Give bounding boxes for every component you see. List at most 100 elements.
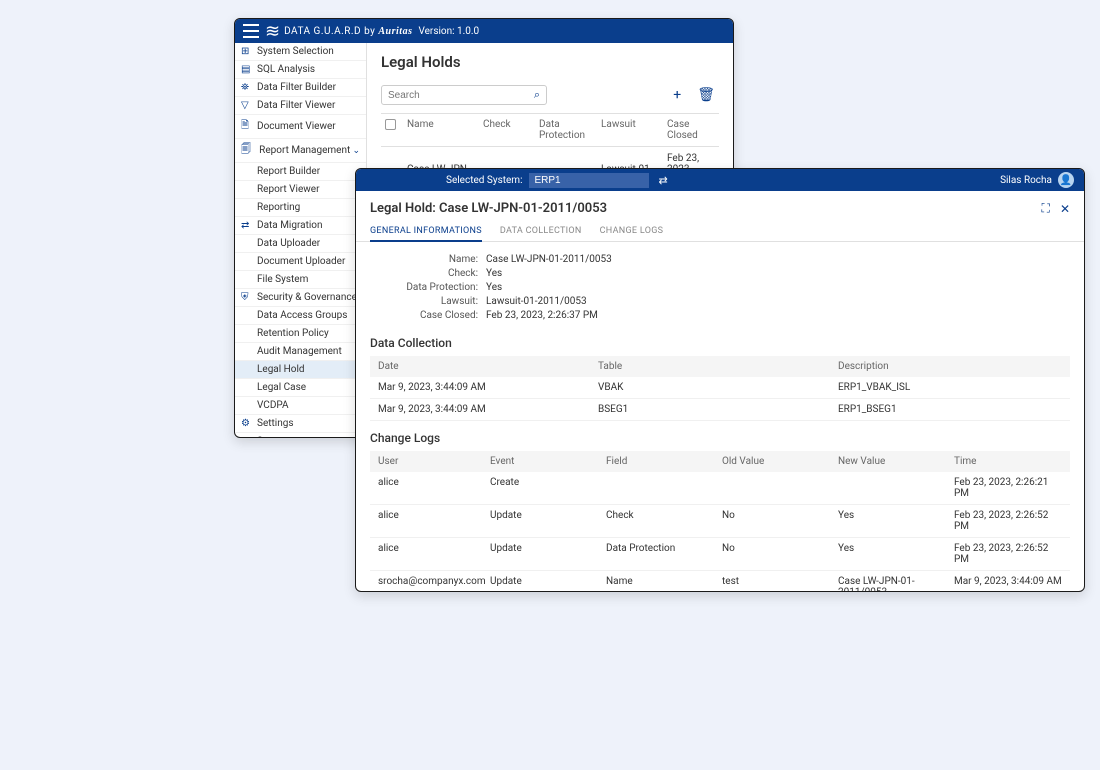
sidebar-item[interactable]: File System — [235, 271, 366, 289]
titlebar: ≋ DATA G.U.A.R.D by Auritas Version: 1.0… — [235, 19, 733, 43]
sidebar-item[interactable]: 🗐Report Management⌄ — [235, 139, 366, 163]
table-row: Mar 9, 2023, 3:44:09 AMBSEG1ERP1_BSEG1 — [370, 399, 1070, 421]
sidebar-label: Legal Case — [257, 382, 306, 393]
field-value: Case LW-JPN-01-2011/0053 — [486, 254, 1070, 265]
sidebar-label: System Selection — [257, 46, 334, 57]
sidebar-icon: ⚙ — [241, 418, 253, 429]
dc-col-table: Table — [598, 361, 838, 372]
sidebar-label: Document Uploader — [257, 256, 345, 267]
sidebar-label: Retention Policy — [257, 328, 329, 339]
search-input[interactable]: ⌕ — [381, 85, 547, 105]
col-dp: Data Protection — [535, 119, 597, 141]
sidebar: ⊞System Selection ▤ SQL Analysis ⛯ Data Filt… — [235, 43, 367, 437]
search-icon[interactable]: ⌕ — [534, 88, 540, 102]
sidebar-icon: ▤ — [241, 64, 253, 75]
sidebar-label: Document Viewer — [257, 121, 336, 132]
cl-col-user: User — [378, 456, 490, 467]
cl-col-old: Old Value — [722, 456, 838, 467]
dc-col-desc: Description — [838, 361, 1062, 372]
field-key: Name: — [370, 254, 486, 265]
sidebar-label: Audit Management — [257, 346, 342, 357]
sidebar-label: Data Filter Viewer — [257, 100, 335, 111]
expand-icon[interactable]: ⛶ — [1042, 201, 1050, 216]
dc-heading: Data Collection — [370, 336, 1070, 350]
system-select[interactable] — [529, 173, 649, 188]
close-icon[interactable]: ✕ — [1060, 202, 1070, 216]
sidebar-icon: ⛯ — [241, 82, 253, 93]
sidebar-item[interactable]: System — [235, 433, 366, 437]
delete-button[interactable]: 🗑 — [693, 87, 719, 103]
sidebar-item[interactable]: Retention Policy — [235, 325, 366, 343]
tab-general[interactable]: GENERAL INFORMATIONS — [370, 222, 482, 242]
sidebar-item[interactable]: 🗎 Document Viewer — [235, 115, 366, 139]
sidebar-item[interactable]: ⚙ Settings — [235, 415, 366, 433]
cl-table: User Event Field Old Value New Value Tim… — [370, 451, 1070, 592]
sidebar-item[interactable]: ⇄ Data Migration — [235, 217, 366, 235]
field-value: Feb 23, 2023, 2:26:37 PM — [486, 310, 1070, 321]
col-lawsuit: Lawsuit — [597, 119, 663, 141]
sidebar-icon: ⛨ — [241, 292, 253, 303]
sidebar-item[interactable]: Data Uploader — [235, 235, 366, 253]
sidebar-item[interactable]: Legal Case — [235, 379, 366, 397]
sidebar-label: Data Uploader — [257, 238, 320, 249]
sidebar-label: Legal Hold — [257, 364, 305, 375]
sidebar-label: System — [257, 436, 290, 437]
sidebar-label: Report Builder — [257, 166, 320, 177]
sidebar-item[interactable]: ⛯ Data Filter Builder — [235, 79, 366, 97]
add-button[interactable]: + — [669, 87, 685, 103]
cl-col-time: Time — [954, 456, 1062, 467]
sidebar-label: Data Filter Builder — [257, 82, 336, 93]
table-row: Mar 9, 2023, 3:44:09 AMVBAKERP1_VBAK_ISL — [370, 377, 1070, 399]
sidebar-label: Report Viewer — [257, 184, 319, 195]
username: Silas Rocha — [1000, 175, 1052, 186]
sidebar-label: Settings — [257, 418, 294, 429]
shuffle-icon[interactable]: ⇄ — [659, 174, 668, 187]
sidebar-label: Security & Governance — [257, 292, 357, 303]
sidebar-label: File System — [257, 274, 308, 285]
sys-label: Selected System: — [446, 175, 523, 186]
col-name: Name — [403, 119, 479, 141]
sidebar-item[interactable]: VCDPA — [235, 397, 366, 415]
cl-col-field: Field — [606, 456, 722, 467]
sidebar-label: Reporting — [257, 202, 300, 213]
sidebar-item[interactable]: ▤ SQL Analysis — [235, 61, 366, 79]
sidebar-item[interactable]: Data Access Groups — [235, 307, 366, 325]
sidebar-label: SQL Analysis — [257, 64, 315, 75]
sidebar-item[interactable]: Report Viewer — [235, 181, 366, 199]
sidebar-item[interactable]: Report Builder — [235, 163, 366, 181]
tab-change-logs[interactable]: CHANGE LOGS — [600, 222, 664, 241]
cl-col-new: New Value — [838, 456, 954, 467]
detail-title: Legal Hold: Case LW-JPN-01-2011/0053 — [370, 201, 1032, 216]
tab-data-collection[interactable]: DATA COLLECTION — [500, 222, 582, 241]
detail-window: Selected System: ⇄ Silas Rocha 👤 Legal H… — [355, 168, 1085, 592]
detail-titlebar: Selected System: ⇄ Silas Rocha 👤 — [356, 169, 1084, 191]
detail-header: Legal Hold: Case LW-JPN-01-2011/0053 ⛶ ✕ — [356, 191, 1084, 222]
menu-icon[interactable] — [243, 24, 259, 38]
dc-table: Date Table Description Mar 9, 2023, 3:44… — [370, 356, 1070, 421]
sidebar-item[interactable]: Legal Hold — [235, 361, 366, 379]
sidebar-icon: ⇄ — [241, 220, 253, 231]
field-value: Yes — [486, 282, 1070, 293]
sidebar-item[interactable]: Document Uploader — [235, 253, 366, 271]
toolbar: ⌕ + 🗑 — [381, 85, 719, 105]
version: Version: 1.0.0 — [418, 26, 479, 37]
select-all-checkbox[interactable] — [385, 119, 396, 130]
sidebar-item[interactable]: Reporting — [235, 199, 366, 217]
sidebar-icon: 🗎 — [241, 118, 253, 135]
detail-content: Name:Case LW-JPN-01-2011/0053Check:YesDa… — [356, 242, 1084, 592]
sidebar-item[interactable]: Audit Management — [235, 343, 366, 361]
sidebar-item[interactable]: ⛨ Security & Governance — [235, 289, 366, 307]
avatar[interactable]: 👤 — [1058, 172, 1074, 188]
field-value: Lawsuit-01-2011/0053 — [486, 296, 1070, 307]
col-check: Check — [479, 119, 535, 141]
chevron-down-icon: ⌄ — [352, 146, 360, 156]
table-row: srocha@companyx.comUpdateNametestCase LW… — [370, 571, 1070, 592]
page-title: Legal Holds — [381, 53, 719, 71]
search-field[interactable] — [388, 90, 534, 101]
sidebar-item[interactable]: ⊞System Selection — [235, 43, 366, 61]
sidebar-label: Report Management — [259, 145, 350, 156]
field-key: Data Protection: — [370, 282, 486, 293]
dc-col-date: Date — [378, 361, 598, 372]
sidebar-item[interactable]: ▽Data Filter Viewer — [235, 97, 366, 115]
sidebar-label: Data Migration — [257, 220, 323, 231]
